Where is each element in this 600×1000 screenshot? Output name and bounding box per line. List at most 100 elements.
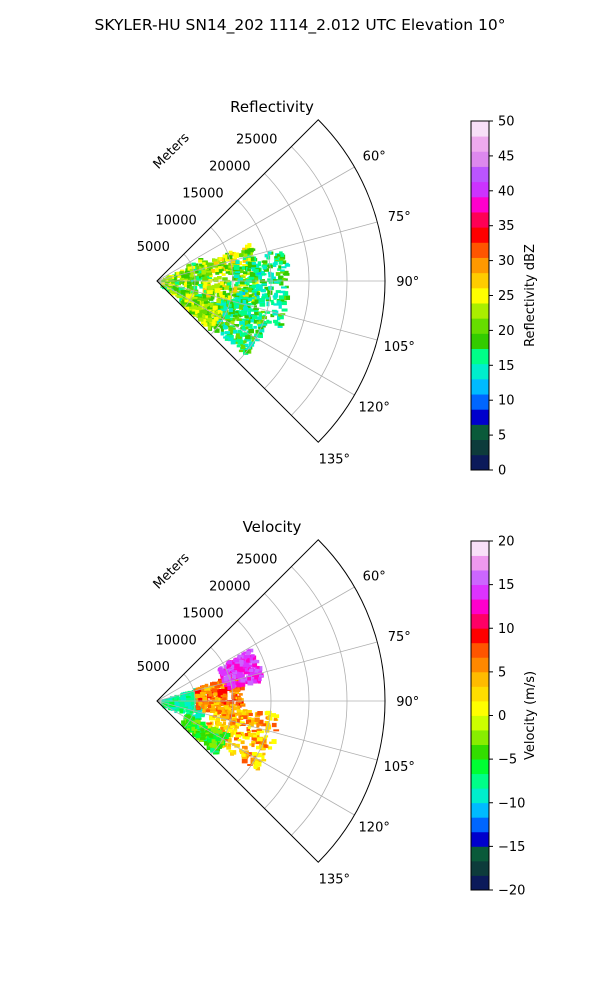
echo-gate	[227, 678, 234, 682]
echo-gate	[231, 692, 236, 696]
echo-gate	[242, 655, 246, 659]
colorbar-tick-label: 15	[498, 578, 515, 593]
echo-gate	[267, 290, 273, 295]
echo-gate	[259, 302, 266, 307]
echo-gate	[211, 287, 217, 293]
echo-gate	[260, 723, 267, 727]
echo-gate	[253, 325, 257, 329]
echo-gate	[278, 295, 285, 300]
echo-gate	[250, 660, 255, 664]
echo-gate	[228, 270, 233, 276]
colorbar-swatch	[471, 196, 489, 213]
echo-gate	[265, 710, 272, 716]
echo-gate	[213, 261, 219, 265]
echo-gate	[206, 270, 212, 273]
echo-gate	[278, 323, 285, 326]
echo-gate	[247, 303, 254, 306]
echo-gate	[242, 256, 246, 261]
echo-gate	[235, 702, 239, 706]
polar-panel-2: Velocity 5000 10000 15000 20000 25000 60° 75° 90…	[137, 518, 538, 899]
echo-gate	[284, 291, 289, 296]
range-tick-label: 20000	[209, 160, 250, 175]
echo-gate	[241, 266, 246, 270]
echo-gate	[218, 321, 224, 325]
echo-gate	[172, 291, 178, 294]
echo-gate	[227, 668, 233, 672]
echo-gate	[236, 287, 241, 291]
echo-gate	[188, 697, 194, 701]
echo-gate	[211, 284, 218, 290]
colorbar-swatch	[471, 730, 489, 745]
echo-gate	[280, 253, 285, 257]
echo-gate	[232, 318, 236, 322]
echo-gate	[233, 254, 239, 258]
echo-gate	[198, 304, 204, 310]
azimuth-gridline	[156, 280, 355, 396]
echo-gate	[251, 729, 257, 732]
echo-gate	[198, 294, 204, 300]
echo-gate	[249, 248, 254, 253]
echo-gate	[236, 292, 241, 296]
echo-gate	[271, 301, 275, 306]
echo-gate	[229, 701, 233, 707]
echo-gate	[218, 689, 224, 693]
echo-gate	[243, 306, 249, 312]
echo-gate	[245, 663, 249, 668]
echo-gate	[228, 265, 233, 268]
echo-gate	[196, 306, 201, 310]
echo-gate	[245, 244, 251, 249]
echo-gate	[184, 725, 189, 729]
echo-gate	[228, 671, 233, 674]
echo-gate	[267, 278, 273, 283]
echo-gate	[223, 697, 227, 701]
echo-gate	[219, 743, 223, 748]
echo-gate	[261, 754, 265, 760]
echo-gate	[225, 271, 230, 274]
echo-gate	[228, 326, 233, 331]
echo-gate	[254, 760, 259, 765]
echo-gate	[222, 277, 228, 281]
echo-gate	[230, 725, 235, 729]
echo-gate	[220, 281, 224, 286]
echo-gate	[186, 302, 192, 307]
echo-gate	[173, 281, 180, 285]
echo-gate	[261, 264, 267, 268]
echo-gate	[227, 685, 233, 690]
colorbar-swatch	[471, 860, 489, 876]
echo-gate	[273, 714, 280, 719]
colorbar-swatch	[471, 303, 489, 319]
echo-gate	[220, 695, 225, 698]
echo-gate	[236, 344, 241, 348]
echo-gate	[182, 271, 187, 274]
echo-gate	[245, 669, 251, 673]
echo-gate	[202, 293, 207, 299]
echo-gate	[242, 340, 247, 344]
echo-gate	[211, 739, 218, 743]
echo-gate	[176, 271, 180, 276]
azimuth-tick-label: 135°	[319, 452, 350, 467]
echo-gate	[219, 291, 223, 296]
echo-gate	[227, 255, 233, 260]
echo-gate	[235, 734, 242, 738]
echo-gate	[274, 261, 278, 266]
echo-gate	[230, 335, 234, 340]
echo-gate	[170, 706, 175, 711]
echo-gate	[252, 752, 258, 756]
echo-gate	[256, 284, 262, 289]
echo-gate	[218, 306, 223, 309]
echo-gate	[251, 743, 255, 748]
echo-gate	[228, 337, 234, 342]
echo-gate	[253, 334, 258, 339]
echo-gate	[250, 256, 255, 261]
echo-gate	[181, 720, 186, 723]
echo-gate	[224, 285, 230, 290]
echo-gate	[207, 738, 213, 743]
colorbar-swatch	[471, 613, 489, 629]
echo-gate	[201, 685, 208, 688]
echo-gate	[227, 660, 233, 665]
echo-gate	[195, 713, 202, 719]
echo-gate	[191, 724, 198, 728]
echo-gate	[192, 280, 199, 285]
echo-gate	[273, 716, 278, 721]
echo-gate	[233, 329, 238, 334]
